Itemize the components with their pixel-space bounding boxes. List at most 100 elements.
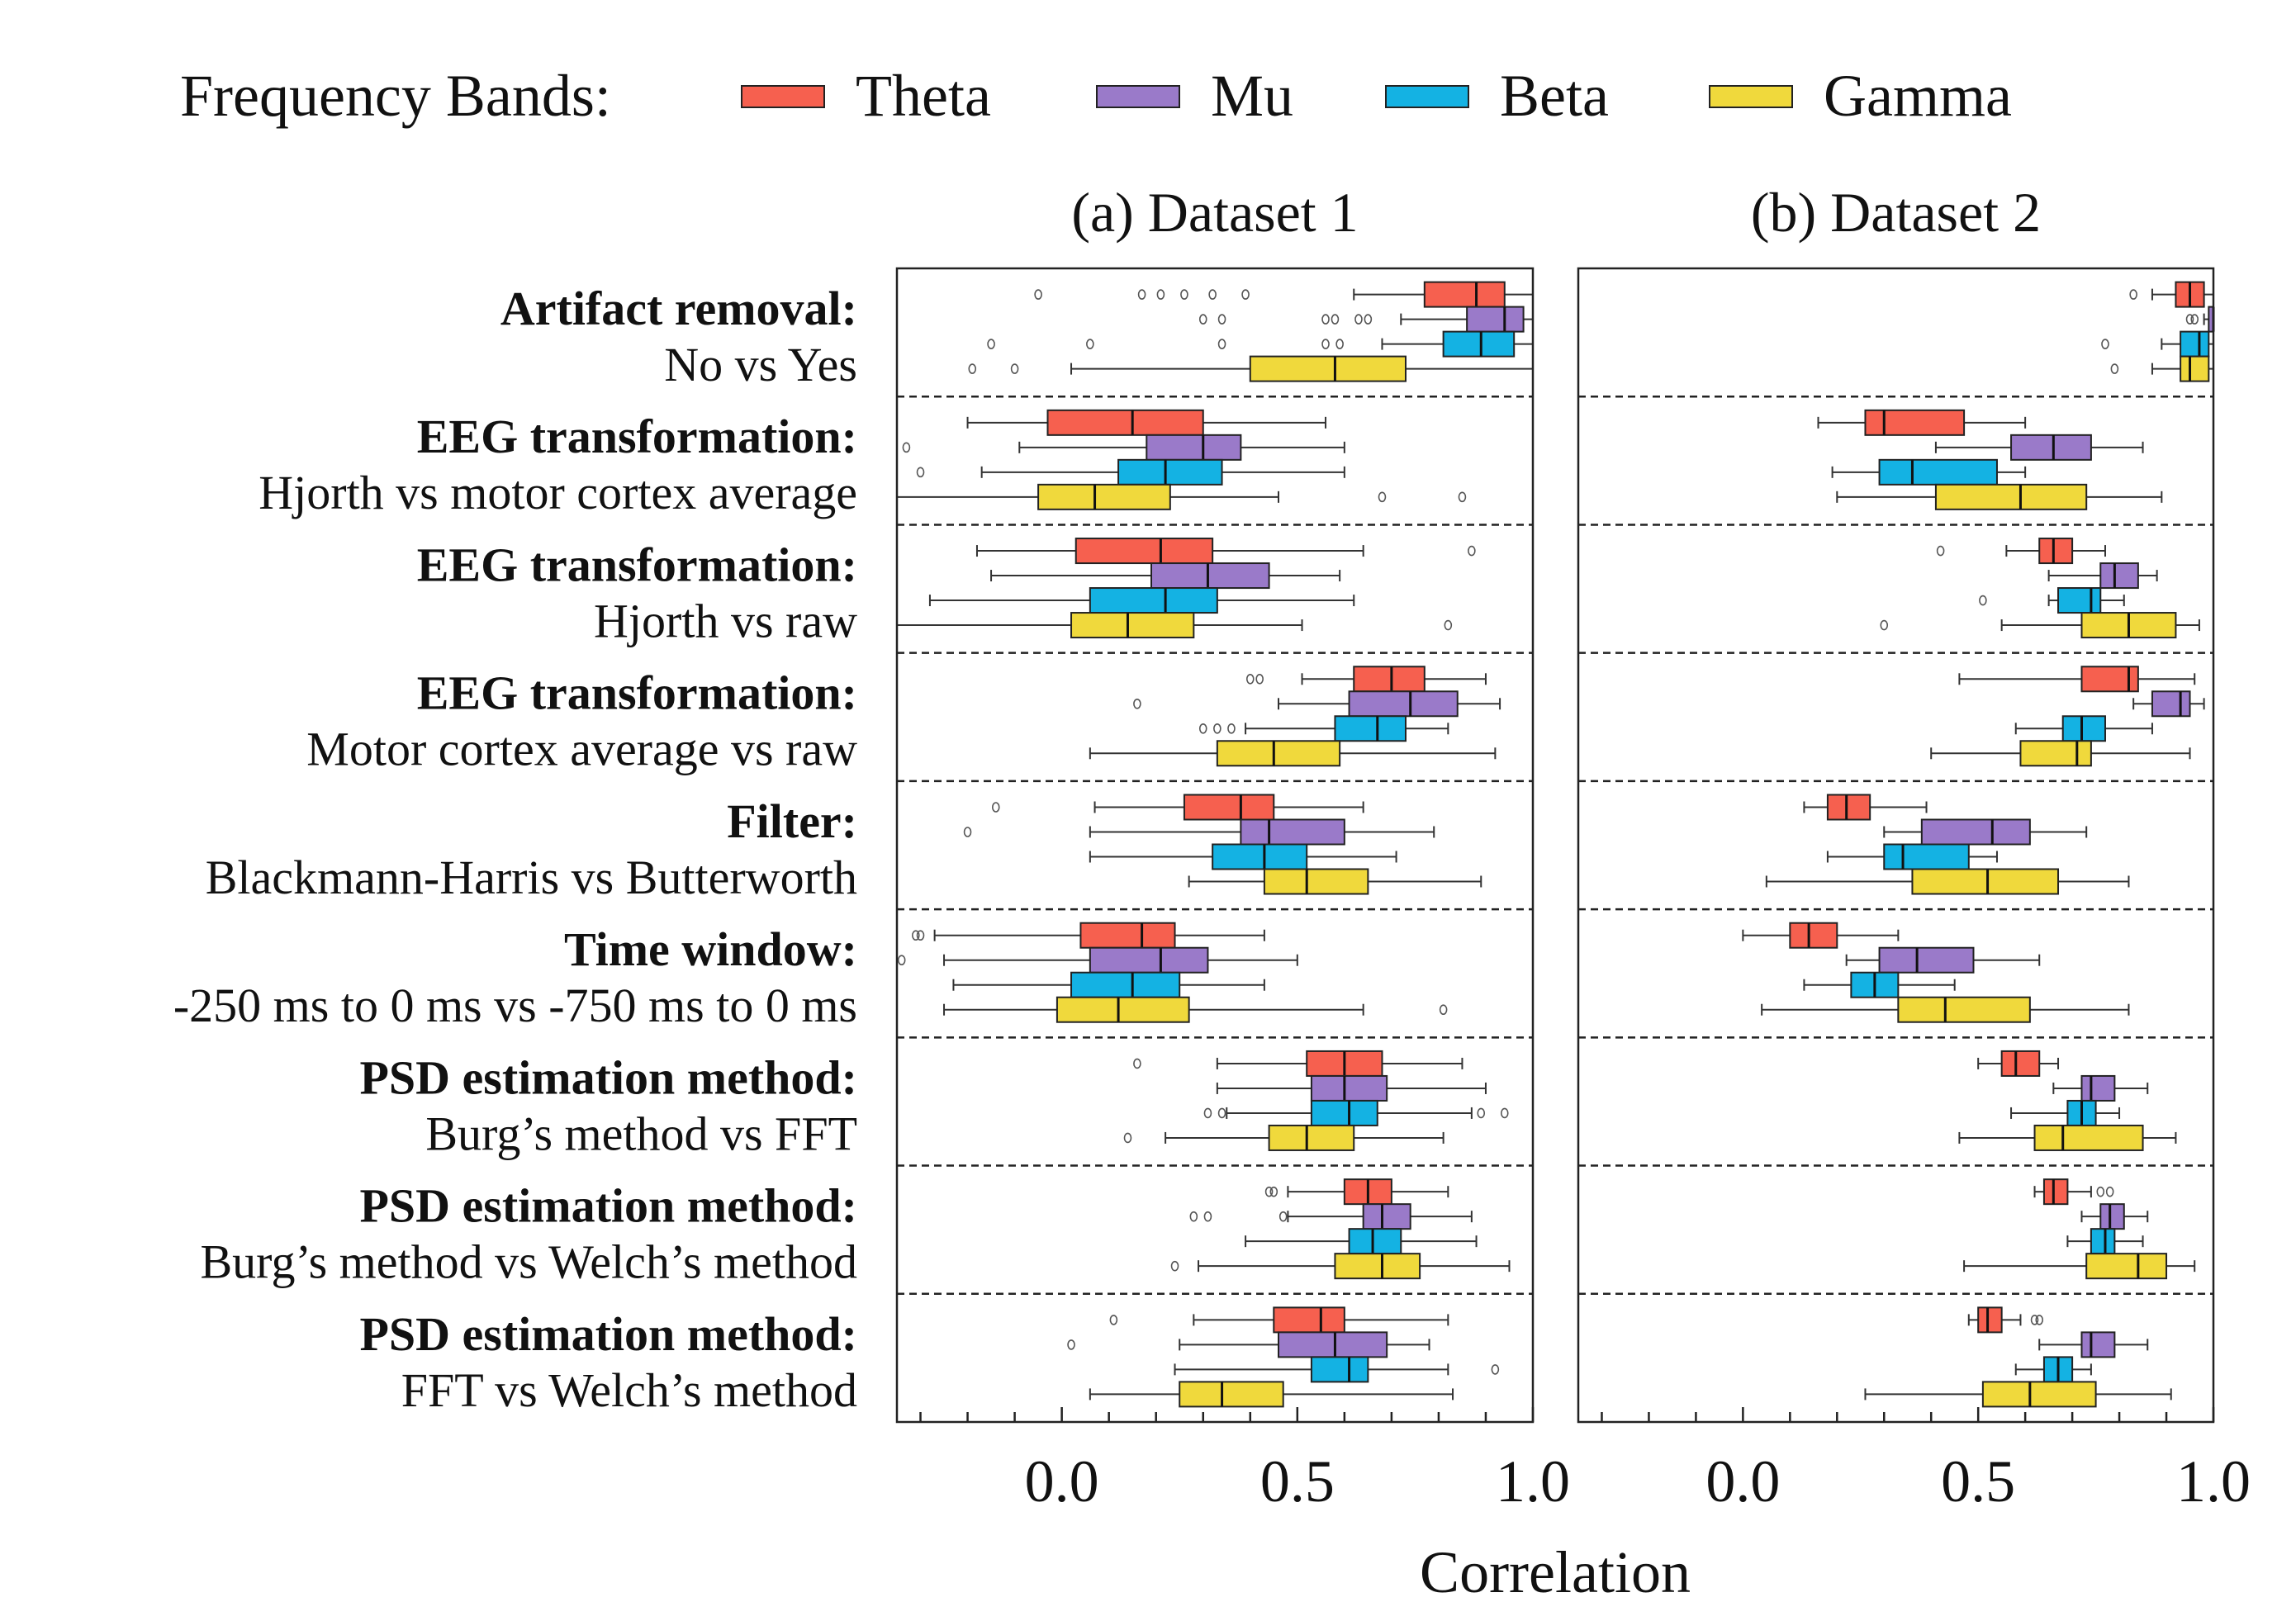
- outlier-point: [987, 339, 995, 349]
- box-iqr: [1920, 818, 2031, 846]
- box-mu: [963, 818, 1435, 846]
- outlier-point: [1208, 289, 1217, 300]
- outlier-point: [1170, 1260, 1179, 1272]
- row-label-sub: FFT vs Welch’s method: [401, 1363, 857, 1417]
- box-iqr: [1878, 946, 1975, 974]
- box-mu: [2052, 1074, 2149, 1102]
- box-gamma: [1836, 483, 2163, 510]
- outlier-point: [1936, 545, 1945, 557]
- row-label-head: EEG transformation:: [417, 410, 857, 463]
- box-mu: [2038, 1331, 2149, 1358]
- outlier-point: [912, 930, 920, 941]
- box-iqr: [1348, 1228, 1402, 1255]
- outlier-point: [1213, 723, 1222, 734]
- box-gamma: [896, 612, 1453, 639]
- box-iqr: [1240, 818, 1345, 846]
- box-gamma: [1170, 1253, 1511, 1280]
- box-iqr: [1263, 868, 1369, 895]
- outlier-point: [1086, 339, 1094, 349]
- outlier-point: [1468, 545, 1476, 557]
- x-axes: 0.0 0.5 1.0 0.0 0.5 1.0 Correlation: [919, 1407, 2251, 1605]
- box-iqr: [1117, 458, 1223, 486]
- box-iqr: [1249, 355, 1407, 382]
- row-label-sub: Blackmann-Harris vs Butterworth: [206, 851, 857, 904]
- box-theta: [1034, 281, 1534, 308]
- row-label-sub: Hjorth vs raw: [594, 594, 857, 647]
- box-mu: [2080, 1203, 2149, 1230]
- box-iqr: [1981, 1381, 2097, 1408]
- box-iqr: [1883, 843, 1970, 870]
- row-label-sub: No vs Yes: [664, 338, 857, 391]
- box-iqr: [2180, 355, 2210, 382]
- box-iqr: [1216, 740, 1341, 767]
- outlier-point: [1137, 289, 1146, 300]
- legend-label-theta: Theta: [856, 63, 991, 129]
- outlier-point: [2096, 1186, 2105, 1197]
- outlier-point: [1241, 289, 1250, 300]
- outlier-point: [1264, 1186, 1274, 1197]
- box-beta: [2010, 1099, 2121, 1126]
- box-iqr: [1070, 612, 1195, 639]
- box-gamma: [943, 996, 1448, 1023]
- panels: [895, 267, 2215, 1424]
- box-theta: [1803, 794, 1928, 821]
- outlier-point: [1198, 314, 1207, 325]
- outlier-point: [1477, 1107, 1486, 1119]
- x-tick-label: 0.5: [1260, 1448, 1335, 1514]
- outlier-point: [1331, 314, 1340, 325]
- outlier-point: [2129, 289, 2137, 300]
- box-beta: [1979, 587, 2125, 614]
- row-label-sub: -250 ms to 0 ms vs -750 ms to 0 ms: [173, 979, 857, 1032]
- box-iqr: [1268, 1124, 1355, 1151]
- outlier-point: [1217, 314, 1226, 325]
- box-theta: [1109, 1306, 1449, 1334]
- box-gamma: [1089, 740, 1497, 767]
- box-theta: [2129, 281, 2214, 308]
- outlier-point: [1189, 1211, 1198, 1222]
- box-theta: [1967, 1306, 2044, 1334]
- box-gamma: [1761, 996, 2130, 1023]
- row-label-head: PSD estimation method:: [359, 1050, 857, 1104]
- box-iqr: [1278, 1331, 1388, 1358]
- box-iqr: [1183, 794, 1275, 821]
- outlier-point: [916, 930, 925, 941]
- outlier-point: [1180, 289, 1188, 300]
- outlier-point: [1156, 289, 1165, 300]
- row-label-head: Time window:: [564, 922, 857, 976]
- box-beta: [1831, 458, 2027, 486]
- outlier-point: [2105, 1186, 2114, 1197]
- box-iqr: [1826, 794, 1871, 821]
- outlier-point: [1335, 339, 1344, 349]
- box-iqr: [1273, 1306, 1345, 1334]
- x-tick-label: 0.0: [1705, 1448, 1780, 1514]
- outlier-point: [1203, 1211, 1212, 1222]
- outlier-point: [1278, 1211, 1288, 1222]
- box-mu: [1189, 1203, 1473, 1230]
- outlier-point: [1444, 619, 1453, 631]
- x-tick-label: 1.0: [1496, 1448, 1570, 1514]
- box-beta: [1245, 1228, 1478, 1255]
- box-iqr: [1179, 1381, 1284, 1408]
- box-theta: [2033, 1178, 2114, 1206]
- box-mu: [1845, 946, 2041, 974]
- outlier-point: [2101, 339, 2109, 349]
- outlier-point: [1123, 1132, 1132, 1144]
- box-iqr: [1911, 868, 2060, 895]
- outlier-point: [1321, 314, 1330, 325]
- box-iqr: [1362, 1203, 1411, 1230]
- outlier-point: [2030, 1315, 2039, 1325]
- box-beta: [2101, 330, 2214, 358]
- box-beta: [952, 971, 1265, 998]
- outlier-point: [2110, 363, 2119, 374]
- box-beta: [987, 330, 1534, 358]
- outlier-point: [1354, 314, 1363, 325]
- row-label-sub: Hjorth vs motor cortex average: [259, 466, 857, 519]
- box-beta: [916, 458, 1345, 486]
- outlier-point: [1217, 339, 1226, 349]
- box-theta: [912, 922, 1265, 949]
- box-mu: [902, 434, 1345, 461]
- box-theta: [1817, 409, 2027, 436]
- outlier-point: [1364, 314, 1373, 325]
- box-iqr: [1212, 843, 1308, 870]
